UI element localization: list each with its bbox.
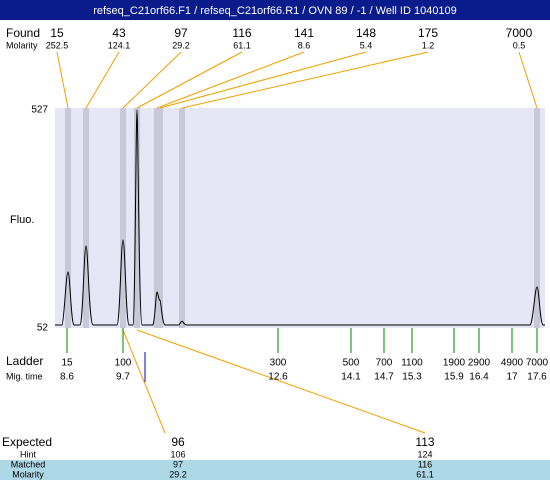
ladder-size: 7000: [526, 358, 549, 369]
mig-time: 17: [506, 372, 518, 383]
peak-link: [156, 51, 305, 109]
matched-highlight: [0, 460, 550, 480]
molarity-value: 8.6: [298, 40, 311, 50]
trace: [55, 109, 545, 326]
title-bar: [0, 0, 550, 20]
peak-bands: [65, 108, 540, 328]
peak-band: [83, 108, 89, 328]
expected-row-label: Expected: [2, 435, 52, 449]
expected-row-label: Molarity: [12, 469, 44, 479]
mig-time: 15.9: [444, 372, 464, 383]
peak-link: [85, 51, 120, 109]
expected-row-label: Matched: [11, 459, 46, 469]
ladder-size: 1100: [401, 358, 423, 369]
ladder-size: 1900: [443, 358, 466, 369]
mig-time: 12.6: [268, 372, 288, 383]
mig-time-label: Mig. time: [6, 371, 43, 381]
expected-value: 29.2: [169, 469, 187, 479]
molarity-label: Molarity: [6, 40, 38, 50]
peak-link: [159, 51, 367, 109]
peak-band: [157, 108, 163, 328]
peak-band: [134, 108, 140, 328]
found-label: Found: [6, 26, 40, 40]
y-axis-label: Fluo.: [10, 214, 34, 226]
found-value: 116: [232, 26, 251, 40]
molarity-value: 124.1: [108, 40, 131, 50]
peak-band: [179, 108, 185, 328]
title: refseq_C21orf66.F1 / refseq_C21orf66.R1 …: [93, 5, 457, 17]
found-value: 15: [50, 26, 64, 40]
ladder-label: Ladder: [6, 354, 43, 368]
ladder-size: 500: [343, 358, 360, 369]
plot-area: [55, 108, 545, 328]
molarity-value: 1.2: [422, 40, 435, 50]
molarity-value: 29.2: [172, 40, 190, 50]
mig-time: 17.6: [527, 372, 547, 383]
molarity-value: 252.5: [46, 40, 69, 50]
molarity-value: 61.1: [233, 40, 251, 50]
expected-value: 61.1: [416, 469, 434, 479]
mig-time: 9.7: [116, 372, 130, 383]
found-value: 175: [418, 26, 438, 40]
match-line: [122, 329, 166, 434]
peak-link: [56, 51, 69, 109]
y-max-label: 527: [31, 105, 48, 116]
found-value: 97: [174, 26, 188, 40]
ladder-size: 100: [115, 358, 132, 369]
ladder-size: 700: [376, 358, 393, 369]
expected-value: 97: [173, 459, 183, 469]
ladder-size: 15: [61, 358, 73, 369]
molarity-value: 0.5: [513, 40, 526, 50]
found-value: 141: [294, 26, 314, 40]
expected-row-label: Hint: [20, 449, 37, 459]
found-value: 43: [112, 26, 126, 40]
expected-value: 113: [415, 435, 434, 449]
match-line: [136, 329, 426, 434]
mig-time: 8.6: [60, 372, 74, 383]
expected-value: 116: [418, 459, 432, 469]
peak-band: [120, 108, 126, 328]
molarity-value: 5.4: [360, 40, 373, 50]
peak-link: [136, 51, 243, 109]
mig-time: 14.7: [374, 372, 394, 383]
ladder-size: 2900: [468, 358, 491, 369]
mig-time: 15.3: [402, 372, 422, 383]
y-min-label: 52: [37, 323, 49, 334]
mig-time: 14.1: [341, 372, 361, 383]
found-value: 148: [356, 26, 376, 40]
ladder-size: 4900: [501, 358, 524, 369]
peak-band: [65, 108, 71, 328]
ladder-size: 300: [270, 358, 287, 369]
expected-value: 106: [170, 449, 185, 459]
peak-link: [518, 51, 538, 109]
expected-value: 124: [417, 449, 432, 459]
expected-value: 96: [171, 435, 185, 449]
peak-link: [122, 51, 182, 109]
peak-link: [181, 51, 429, 109]
mig-time: 16.4: [469, 372, 489, 383]
peak-band: [534, 108, 540, 328]
found-value: 7000: [506, 26, 533, 40]
